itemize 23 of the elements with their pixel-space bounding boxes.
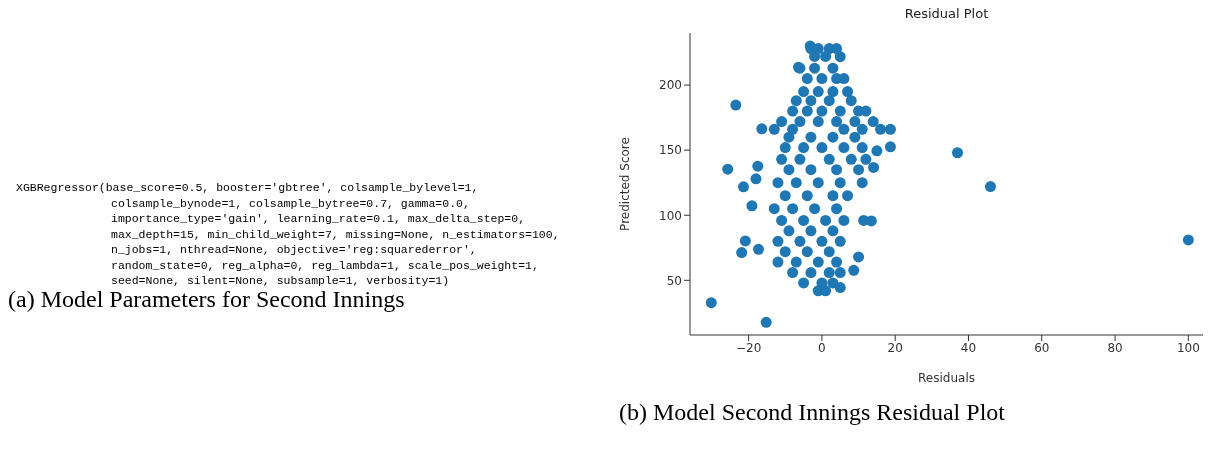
x-tick-label: 60 (1034, 340, 1050, 355)
text: (a) Model Parameters for Second Innings (8, 286, 406, 314)
y-tick-label: 50 (666, 273, 682, 288)
y-tick-label: 100 (659, 208, 682, 223)
x-axis-title: Residuals (918, 371, 975, 385)
x-tick-label: −20 (735, 340, 762, 355)
text: seed=None, silent=None, subsample=1, verbosity=1) (110, 273, 451, 289)
x-tick-label: 80 (1107, 340, 1123, 355)
x-tick-label: 0 (818, 340, 826, 355)
y-tick-label: 150 (659, 143, 682, 158)
x-tick-label: 100 (1176, 340, 1200, 355)
x-tick-label: 40 (960, 340, 977, 355)
text: (b) Model Second Innings Residual Plot (619, 398, 1006, 427)
text: n_jobs=1, nthread=None, objective='reg:squarederror', (110, 242, 478, 258)
y-axis-title: Predicted Score (618, 137, 633, 231)
chart-title: Residual Plot (903, 6, 990, 21)
text: XGBRegressor(base_score=0.5, booster='gbtree', colsample_bylevel=1, (16, 180, 480, 196)
text: max_depth=15, min_child_weight=7, missing=None, n_estimators=100, (110, 226, 560, 242)
x-tick-label: 20 (887, 340, 903, 355)
text: random_state=0, reg_alpha=0, reg_lambda=1, scale_pos_weight=1, (110, 257, 540, 273)
text: importance_type='gain', learning_rate=0.1, max_delta_step=0, (110, 211, 527, 227)
y-tick-label: 200 (659, 78, 682, 93)
text: colsample_bynode=1, colsample_bytree=0.7, gamma=0.0, (110, 195, 471, 211)
